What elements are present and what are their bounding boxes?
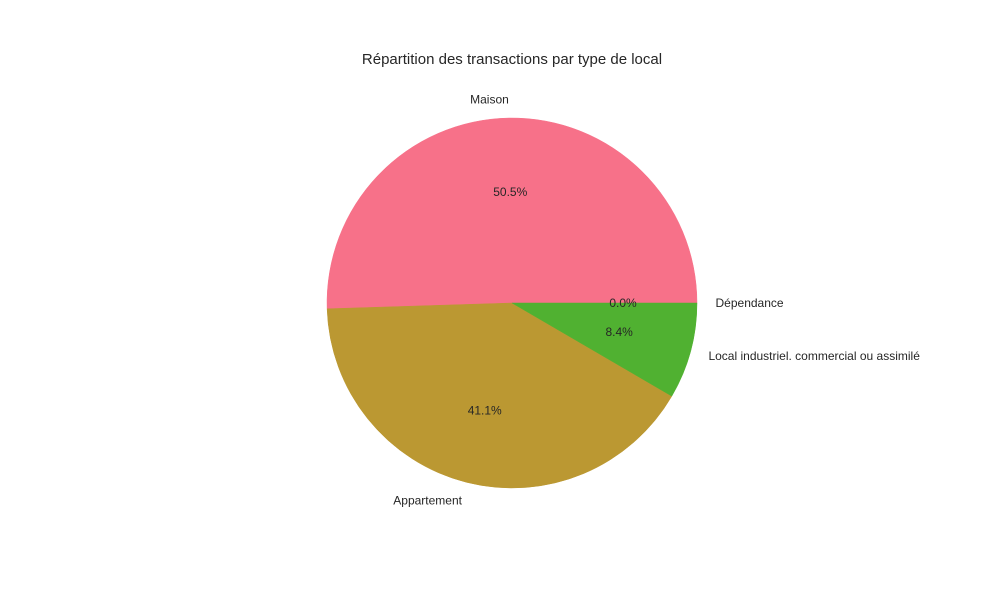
slice-maison (326, 117, 698, 310)
pct-local-industriel-commercial-ou-assimile: 8.4% (605, 325, 633, 339)
pie-labels: Dépendance 0.0% Maison 50.5% Appartement 41.1… (393, 93, 920, 508)
label-appartement: Appartement (393, 493, 462, 507)
slice-local-industriel-commercial-ou-assimile (511, 302, 698, 397)
label-maison: Maison (470, 93, 509, 107)
label-local-industriel-commercial-ou-assimile: Local industriel. commercial ou assimilé (708, 349, 920, 363)
pct-appartement: 41.1% (468, 404, 502, 418)
chart-title: Répartition des transactions par type de… (362, 51, 662, 68)
pct-dependance: 0.0% (609, 296, 637, 310)
pct-maison: 50.5% (493, 185, 527, 199)
pie-slices (326, 117, 698, 489)
label-dependance: Dépendance (716, 296, 784, 310)
slice-appartement (326, 302, 673, 489)
